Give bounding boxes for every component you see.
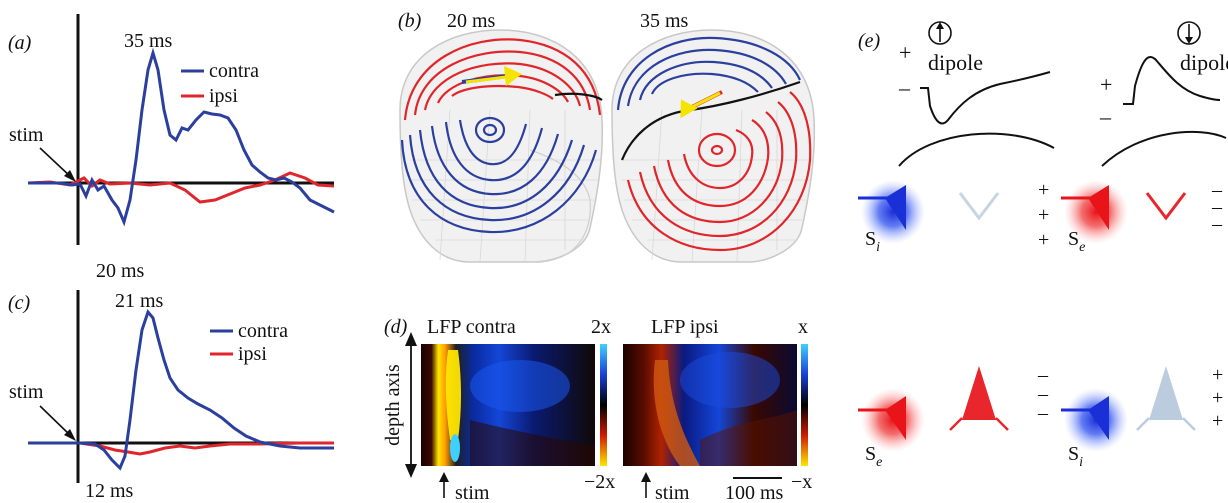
panel-b-label: (b) (398, 10, 422, 32)
neuron-left-top-synapse-glow (861, 180, 925, 244)
panel-d-right-scale-top: x (798, 316, 808, 338)
neuron-right-plus-3: + (1212, 410, 1223, 432)
panel-c-ipsi-trace (28, 441, 334, 456)
head-left (399, 29, 604, 263)
neuron-left-plus-2: + (1038, 204, 1049, 226)
panel-d-left-title: LFP contra (427, 316, 516, 338)
neuron-right-top-synapse (1088, 185, 1109, 230)
panel-e-right-cortex-arc (1101, 130, 1227, 167)
neuron-right-top-input: Se (1068, 228, 1085, 255)
panel-a-legend-contra: contra (209, 60, 259, 82)
neuron-right-bottom-synapse (1088, 396, 1109, 440)
panel-c-legend-ipsi: ipsi (238, 343, 267, 365)
neuron-left-bottom-input: Se (865, 443, 882, 470)
panel-c-stim-arrow (39, 405, 73, 438)
neuron-left: Si Se + + + – – – (858, 179, 1049, 490)
panel-c-contra-trace (28, 308, 334, 471)
neuron-right-minus-3: – (1211, 213, 1223, 235)
panel-e-left-minus: – (898, 75, 911, 100)
panel-e-label: (e) (858, 30, 881, 52)
head-right (611, 29, 816, 263)
panel-e-right-minus: – (1099, 104, 1112, 129)
panel-d-left-scale-bottom: −2x (584, 471, 615, 493)
neuron-right-soma (1149, 366, 1183, 420)
panel-a-stim-arrowhead (64, 170, 76, 182)
panel-d-right-title: LFP ipsi (651, 316, 719, 338)
neuron-right-minus-1: – (1211, 179, 1223, 201)
panel-d-left-scale-top: 2x (591, 316, 611, 338)
panel-c-legend-contra: contra (238, 320, 288, 342)
lfp-ipsi-colorbar (801, 344, 808, 466)
panel-c-stim-label: stim (9, 381, 44, 403)
head-right-blue-contours (616, 36, 802, 111)
panel-a-legend-ipsi: ipsi (209, 85, 238, 107)
panel-c-peak-label: 21 ms (115, 290, 164, 312)
panel-e-right-trace (1123, 56, 1221, 105)
panel-d-stim-left-arrow (439, 472, 449, 482)
head-right-red-contours (626, 91, 812, 252)
panel-e-left-trace (920, 71, 1051, 125)
neuron-left-minus-1: – (1037, 364, 1049, 386)
panel-b: (b) 20 ms 35 ms (398, 10, 816, 263)
panel-e-right-plus: + (1100, 72, 1112, 97)
neuron-left-apical-dendrite (958, 192, 1000, 221)
panel-a-trough-label: 20 ms (96, 260, 145, 282)
panel-c: (c) 21 ms 12 ms stim contra ipsi (8, 290, 334, 502)
panel-c-stim-arrowhead (64, 429, 76, 441)
panel-d-label: (d) (384, 316, 408, 338)
neuron-left-plus-3: + (1038, 229, 1049, 251)
panel-e-left-cortex-arc (898, 132, 1055, 167)
lfp-contra-colorbar (600, 344, 607, 466)
head-left-surface (399, 29, 604, 263)
panel-a: (a) 35 ms 20 ms stim contra ipsi (8, 14, 335, 282)
panel-e-left-dipole: dipole (928, 50, 983, 75)
neuron-right-bottom-input: Si (1068, 443, 1083, 470)
neuron-right-plus-2: + (1212, 387, 1223, 409)
panel-a-contra-trace (28, 47, 335, 227)
panel-d-stim-right-arrow (641, 472, 651, 482)
panel-b-right-time: 35 ms (640, 10, 689, 32)
panel-d-right-scale-bottom: −x (791, 471, 812, 493)
head-left-blue-contours (400, 116, 598, 234)
panel-a-stim-label: stim (9, 124, 44, 146)
panel-c-trough-label: 12 ms (85, 480, 134, 502)
neuron-right: Se Si – – – + + + (1061, 179, 1223, 490)
neuron-left-bottom-synapse (885, 396, 906, 440)
panel-d-scale-bar-label: 100 ms (725, 482, 784, 503)
neuron-left-soma (962, 366, 996, 420)
neuron-left-top-synapse (885, 185, 906, 230)
head-left-red-contours (403, 38, 602, 121)
neuron-left-top-input: Si (865, 228, 880, 255)
neuron-right-apical-dendrite (1145, 192, 1187, 221)
neuron-right-minus-2: – (1211, 196, 1223, 218)
panel-a-stim-arrow (39, 147, 73, 179)
head-left-dipole-arrow (504, 66, 522, 86)
neuron-left-minus-2: – (1037, 383, 1049, 405)
panel-d: (d) LFP contra LFP ipsi 2x −2x x −x dept… (382, 316, 812, 503)
panel-b-left-time: 20 ms (447, 10, 496, 32)
panel-e: (e) + – dipole + – dipole Si (858, 21, 1228, 490)
panel-a-label: (a) (8, 32, 32, 54)
head-right-dipole-arrow (680, 99, 698, 119)
head-right-surface (611, 29, 816, 263)
panel-d-stim-left: stim (455, 482, 490, 503)
panel-e-left-plus: + (899, 40, 911, 65)
panel-a-peak-label: 35 ms (124, 30, 173, 52)
neuron-left-minus-3: – (1037, 402, 1049, 424)
head-left-zero-line (554, 92, 603, 101)
panel-c-label: (c) (8, 292, 31, 314)
panel-e-right-dipole: dipole (1180, 50, 1228, 75)
neuron-right-top-synapse-glow (1064, 180, 1128, 244)
panel-d-stim-right: stim (655, 482, 690, 503)
panel-d-axis-label: depth axis (382, 364, 404, 446)
neuron-left-plus-1: + (1038, 179, 1049, 201)
neuron-right-plus-1: + (1212, 364, 1223, 386)
panel-a-ipsi-trace (27, 171, 335, 204)
